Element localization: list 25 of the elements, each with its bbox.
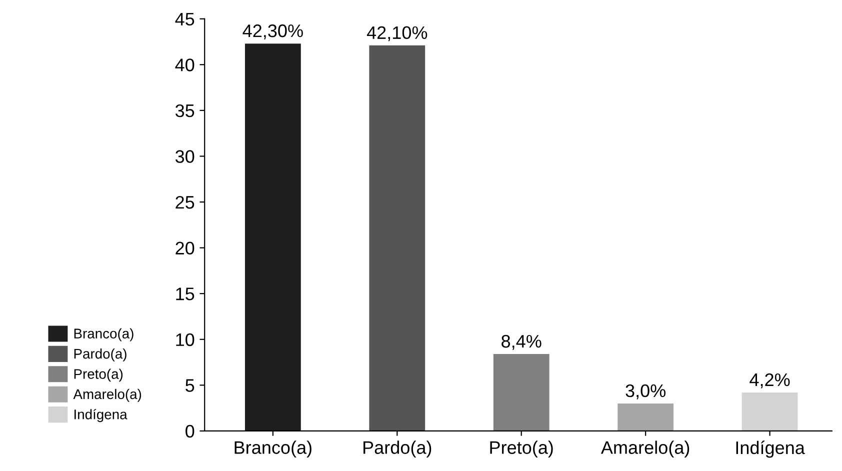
legend-label: Amarelo(a): [73, 388, 142, 402]
data-label: 4,2%: [750, 373, 790, 388]
legend-label: Preto(a): [74, 368, 123, 382]
y-tick-label: 35: [175, 104, 194, 118]
data-label: 3,0%: [626, 384, 666, 400]
data-label: 42,30%: [242, 24, 303, 40]
y-tick-label: 25: [176, 196, 194, 209]
legend-label: Pardo(a): [74, 348, 126, 362]
y-tick-label: 5: [186, 379, 194, 392]
data-label: 42,10%: [366, 26, 428, 42]
y-tick-label: 40: [175, 58, 194, 72]
y-tick-label: 45: [175, 12, 194, 26]
legend-label: Indígena: [74, 408, 128, 422]
x-tick-label: Amarelo(a): [600, 440, 690, 458]
x-tick-label: Branco(a): [234, 440, 312, 458]
y-tick-label: 10: [176, 333, 194, 346]
y-tick-label: 15: [176, 288, 194, 300]
y-tick-label: 0: [186, 424, 194, 438]
x-tick-label: Indígena: [736, 440, 805, 458]
x-tick-label: Preto(a): [490, 440, 553, 458]
y-tick-label: 30: [175, 150, 194, 163]
data-label: 8,4%: [502, 334, 542, 350]
legend-label: Branco(a): [74, 328, 134, 342]
x-tick-label: Pardo(a): [364, 440, 432, 458]
y-tick-label: 20: [176, 242, 194, 255]
